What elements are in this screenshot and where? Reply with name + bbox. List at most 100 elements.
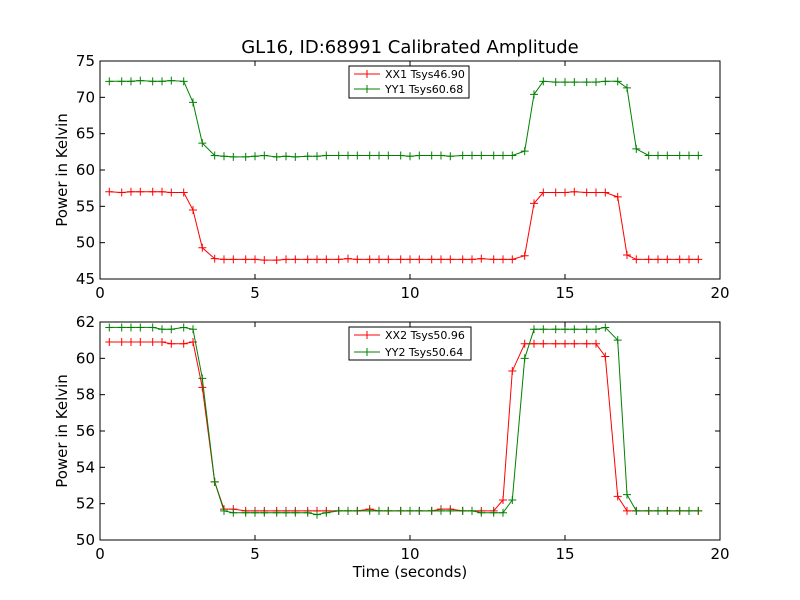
top-data-point-yy1 [561,78,569,87]
bottom-data-point-xx2 [158,337,166,346]
bottom-data-point-yy2 [654,506,662,515]
top-data-point-xx1 [406,255,414,264]
top-data-point-yy1 [375,151,383,160]
top-y-tick-label: 65 [76,125,95,143]
bottom-data-point-xx2 [592,339,600,348]
top-data-point-xx1 [644,255,653,264]
top-data-point-xx1 [437,255,445,264]
top-data-point-yy1 [663,151,672,160]
bottom-data-point-yy2 [592,325,600,334]
top-data-point-yy1 [272,152,281,161]
top-x-tick-label: 5 [250,284,260,302]
top-y-tick-label: 75 [76,52,95,70]
bottom-data-point-yy2 [632,506,641,515]
top-data-point-yy1 [520,147,529,156]
top-data-point-xx1 [260,256,269,265]
bottom-data-point-yy2 [241,508,250,517]
top-data-point-xx1 [508,255,517,264]
top-data-point-xx1 [344,254,352,263]
top-y-tick-label: 50 [76,234,95,252]
top-data-point-xx1 [251,255,259,264]
top-data-point-yy1 [530,90,538,99]
top-legend-marker-xx1 [363,70,371,78]
top-data-point-yy1 [685,151,693,160]
bottom-data-point-xx2 [582,339,591,348]
bottom-y-tick-label: 50 [76,531,95,549]
top-data-point-yy1 [468,151,476,160]
bottom-data-point-yy2 [601,323,610,332]
bottom-data-point-xx2 [136,337,145,346]
bottom-data-point-yy2 [530,325,538,334]
top-series-line-yy1 [109,80,699,158]
bottom-x-tick-label: 20 [710,545,729,563]
bottom-y-axis-label: Power in Kelvin [53,374,71,488]
top-data-point-xx1 [179,188,188,197]
top-data-point-xx1 [220,255,228,264]
bottom-data-point-yy2 [167,325,176,334]
top-data-point-xx1 [198,243,207,252]
bottom-data-point-yy2 [179,323,188,332]
bottom-ticks-layer: 0 5 10 15 20 50 52 54 56 58 60 62 [76,313,730,563]
top-data-point-xx1 [117,188,126,197]
bottom-data-point-yy2 [117,323,126,332]
top-data-point-yy1 [396,151,405,160]
top-legend-marker-yy1 [363,85,371,93]
bottom-data-point-yy2 [477,508,486,517]
bottom-data-point-xx2 [613,492,622,501]
top-data-point-yy1 [675,151,684,160]
top-data-point-yy1 [551,78,560,87]
bottom-data-point-xx2 [198,383,207,392]
bottom-data-point-yy2 [322,508,331,517]
top-ticks-layer: 0 5 10 15 20 45 50 55 60 65 70 75 [76,52,730,302]
top-data-point-yy1 [158,77,166,86]
top-data-point-xx1 [158,187,166,196]
bottom-data-point-yy2 [384,506,393,515]
bottom-data-point-yy2 [282,508,290,517]
bottom-data-point-xx2 [539,339,548,348]
top-data-point-yy1 [654,151,662,160]
top-y-axis-label: Power in Kelvin [53,113,71,227]
top-data-point-yy1 [117,77,126,86]
top-data-point-yy1 [322,151,331,160]
top-data-point-yy1 [291,152,300,161]
bottom-data-point-xx2 [499,496,507,505]
bottom-data-point-yy2 [334,506,343,515]
bottom-data-point-yy2 [644,506,653,515]
top-data-point-xx1 [105,187,114,196]
top-data-point-xx1 [291,255,300,264]
bottom-data-point-yy2 [260,508,269,517]
bottom-data-point-yy2 [458,506,467,515]
top-data-point-xx1 [189,205,197,214]
bottom-y-tick-label: 58 [76,386,95,404]
top-data-point-xx1 [458,255,467,264]
top-x-tick-label: 10 [400,284,419,302]
top-data-point-yy1 [539,77,548,86]
top-data-point-yy1 [592,78,600,87]
bottom-data-point-yy2 [539,325,548,334]
bottom-data-point-yy2 [105,323,114,332]
bottom-data-point-yy2 [623,490,631,499]
bottom-data-point-yy2 [551,325,560,334]
bottom-data-point-yy2 [136,323,145,332]
bottom-data-point-yy2 [582,325,591,334]
top-data-point-yy1 [415,151,424,160]
top-data-point-xx1 [127,187,135,196]
bottom-data-point-yy2 [291,508,300,517]
top-data-point-yy1 [241,152,250,161]
top-data-point-yy1 [365,151,374,160]
top-data-point-xx1 [167,188,176,197]
top-data-point-yy1 [210,151,219,160]
bottom-data-point-yy2 [220,506,228,515]
bottom-y-tick-label: 62 [76,313,95,331]
top-data-point-xx1 [477,254,486,263]
top-data-point-xx1 [685,255,693,264]
bottom-data-point-yy2 [272,508,281,517]
bottom-data-point-yy2 [365,506,374,515]
top-data-point-xx1 [539,188,548,197]
bottom-x-tick-label: 15 [555,545,574,563]
top-data-point-yy1 [167,76,176,85]
bottom-data-point-yy2 [415,506,424,515]
bottom-legend-box [348,326,472,361]
bottom-data-point-xx2 [623,506,631,515]
